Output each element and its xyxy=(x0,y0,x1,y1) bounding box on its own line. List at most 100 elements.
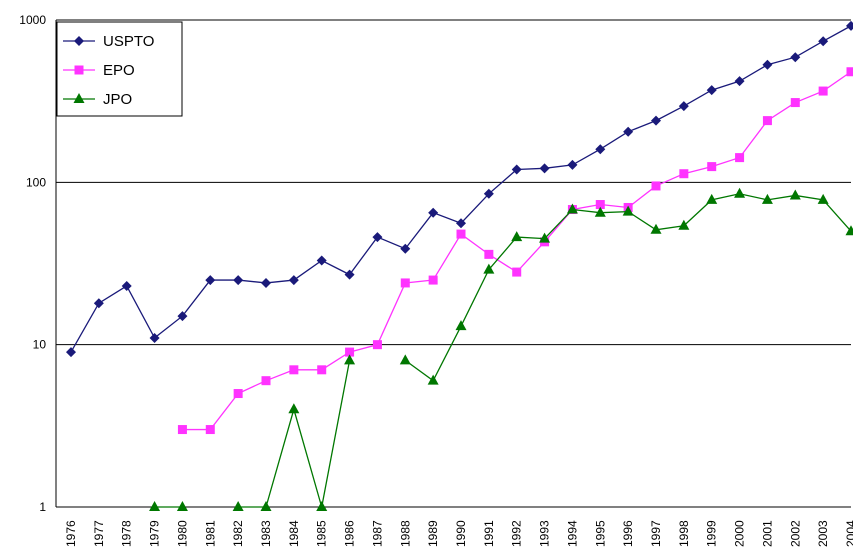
point-epo xyxy=(512,267,522,277)
legend-label: JPO xyxy=(103,91,132,108)
point-uspto xyxy=(734,76,745,87)
point-uspto xyxy=(233,275,244,286)
x-tick-label: 1984 xyxy=(287,520,301,547)
point-epo xyxy=(400,278,410,288)
point-jpo xyxy=(650,223,662,234)
point-uspto xyxy=(66,347,76,358)
point-jpo xyxy=(149,501,161,511)
y-tick-label: 1 xyxy=(39,500,46,514)
x-tick-label: 1997 xyxy=(649,520,663,547)
x-tick-label: 1980 xyxy=(175,520,189,547)
point-jpo xyxy=(511,231,523,242)
series-uspto xyxy=(66,20,853,358)
point-jpo xyxy=(678,219,690,230)
point-jpo xyxy=(176,501,188,511)
legend-swatch-marker xyxy=(74,65,84,75)
point-jpo xyxy=(706,193,718,204)
point-jpo xyxy=(817,193,829,204)
point-uspto xyxy=(93,298,104,309)
x-tick-label: 1976 xyxy=(64,520,78,547)
series-layer xyxy=(66,20,853,511)
legend-label: EPO xyxy=(103,62,135,79)
point-uspto xyxy=(678,101,689,112)
point-uspto xyxy=(511,164,522,175)
point-epo xyxy=(707,162,717,172)
x-tick-label: 1991 xyxy=(482,520,496,547)
x-tick-label: 1977 xyxy=(92,520,106,547)
point-uspto xyxy=(539,163,550,174)
x-tick-label: 1986 xyxy=(343,520,357,547)
x-tick-label: 1990 xyxy=(454,520,468,547)
x-tick-label: 2000 xyxy=(733,520,747,547)
point-epo xyxy=(762,116,772,126)
point-uspto xyxy=(595,144,606,155)
point-uspto xyxy=(400,243,411,254)
point-epo xyxy=(595,200,605,210)
point-epo xyxy=(345,347,355,357)
point-epo xyxy=(818,86,828,96)
x-tick-label: 1987 xyxy=(370,520,384,547)
point-uspto xyxy=(288,275,299,286)
point-uspto xyxy=(344,269,355,280)
series-line-jpo xyxy=(238,360,351,508)
y-tick-labels: 1 10 100 1000 xyxy=(19,13,46,514)
x-tick-label: 1995 xyxy=(593,520,607,547)
point-uspto xyxy=(456,218,466,229)
point-jpo xyxy=(594,206,606,217)
point-epo xyxy=(790,98,800,108)
point-epo xyxy=(456,229,466,239)
point-uspto xyxy=(205,275,216,286)
point-uspto xyxy=(651,115,661,126)
point-jpo xyxy=(455,320,467,331)
x-tick-label: 1979 xyxy=(148,520,162,547)
y-tick-label: 100 xyxy=(26,175,46,189)
point-epo xyxy=(735,153,745,163)
series-line-epo xyxy=(182,71,852,431)
point-uspto xyxy=(316,255,327,266)
point-jpo xyxy=(232,501,244,511)
point-jpo xyxy=(622,205,634,216)
point-uspto xyxy=(623,126,634,137)
x-tick-label: 1988 xyxy=(398,520,412,547)
point-jpo xyxy=(734,187,746,198)
point-jpo xyxy=(427,374,439,385)
point-uspto xyxy=(177,311,188,322)
point-uspto xyxy=(846,20,853,31)
grid-lines xyxy=(56,181,851,346)
point-jpo xyxy=(483,263,495,274)
point-epo xyxy=(484,249,494,259)
point-jpo xyxy=(260,501,272,511)
point-epo xyxy=(233,389,243,399)
point-epo xyxy=(846,67,853,77)
legend-item-uspto: USPTO xyxy=(63,33,154,50)
x-tick-label: 1983 xyxy=(259,520,273,547)
series-line-uspto xyxy=(70,25,852,353)
point-epo xyxy=(317,365,327,375)
point-epo xyxy=(651,181,661,191)
x-tick-label: 1998 xyxy=(677,520,691,547)
point-jpo xyxy=(399,354,411,365)
point-epo xyxy=(261,376,271,386)
legend-swatch-marker xyxy=(74,36,84,46)
series-epo xyxy=(177,67,853,435)
point-uspto xyxy=(149,332,160,343)
point-jpo xyxy=(539,232,551,243)
x-tick-label: 1985 xyxy=(315,520,329,547)
legend-item-jpo: JPO xyxy=(63,91,132,108)
x-tick-label: 1989 xyxy=(426,520,440,547)
x-tick-labels: 1976 1977 1978 1979 1980 1981 1982 1983 1984 1985… xyxy=(64,520,853,547)
point-jpo xyxy=(316,501,328,511)
x-tick-label: 2003 xyxy=(816,520,830,547)
x-tick-label: 1982 xyxy=(231,520,245,547)
series-line-jpo xyxy=(404,193,852,382)
y-tick-label: 10 xyxy=(33,338,47,352)
legend: USPTO EPO JPO xyxy=(56,21,183,117)
point-uspto xyxy=(818,36,829,47)
point-uspto xyxy=(762,59,773,70)
point-uspto xyxy=(121,280,132,291)
legend-label: USPTO xyxy=(103,33,154,50)
axes xyxy=(55,19,851,508)
point-uspto xyxy=(372,232,383,243)
x-tick-label: 1978 xyxy=(120,520,134,547)
